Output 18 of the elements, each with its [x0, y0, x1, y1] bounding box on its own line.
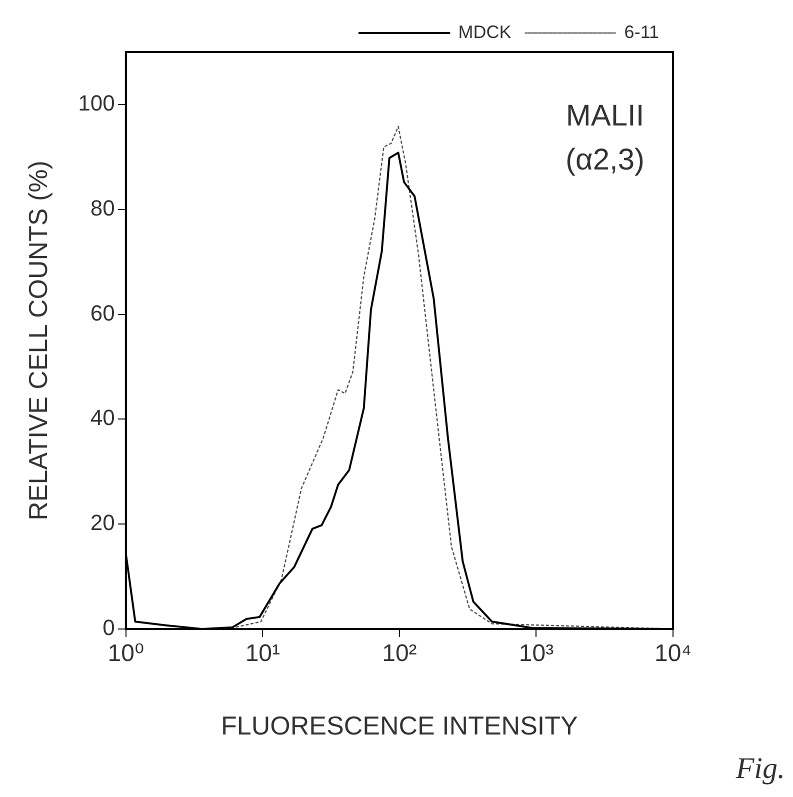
- x-tick-label: 10³: [518, 640, 554, 668]
- x-tick-label: 10¹: [245, 640, 280, 668]
- y-tick-label: 0: [102, 615, 115, 640]
- y-tick-label: 20: [90, 510, 115, 536]
- text: Fig.: [734, 752, 785, 785]
- x-axis-title: FLUORESCENCE INTENSITY: [221, 710, 578, 741]
- legend-label: MDCK: [458, 22, 512, 42]
- legend-label: 6-11: [624, 22, 660, 42]
- y-tick-label: 40: [90, 405, 115, 430]
- x-tick-label: 10⁴: [654, 640, 692, 668]
- y-tick-label: 80: [90, 195, 115, 220]
- y-tick-label: 100: [78, 90, 115, 116]
- y-tick-label: 60: [90, 300, 115, 326]
- x-tick-label: 10⁰: [108, 640, 144, 668]
- x-tick-label: 10²: [382, 640, 417, 668]
- annotation: (α2,3): [565, 143, 645, 176]
- y-axis-title: RELATIVE CELL COUNTS (%): [22, 160, 53, 520]
- annotation: MALII: [566, 99, 644, 132]
